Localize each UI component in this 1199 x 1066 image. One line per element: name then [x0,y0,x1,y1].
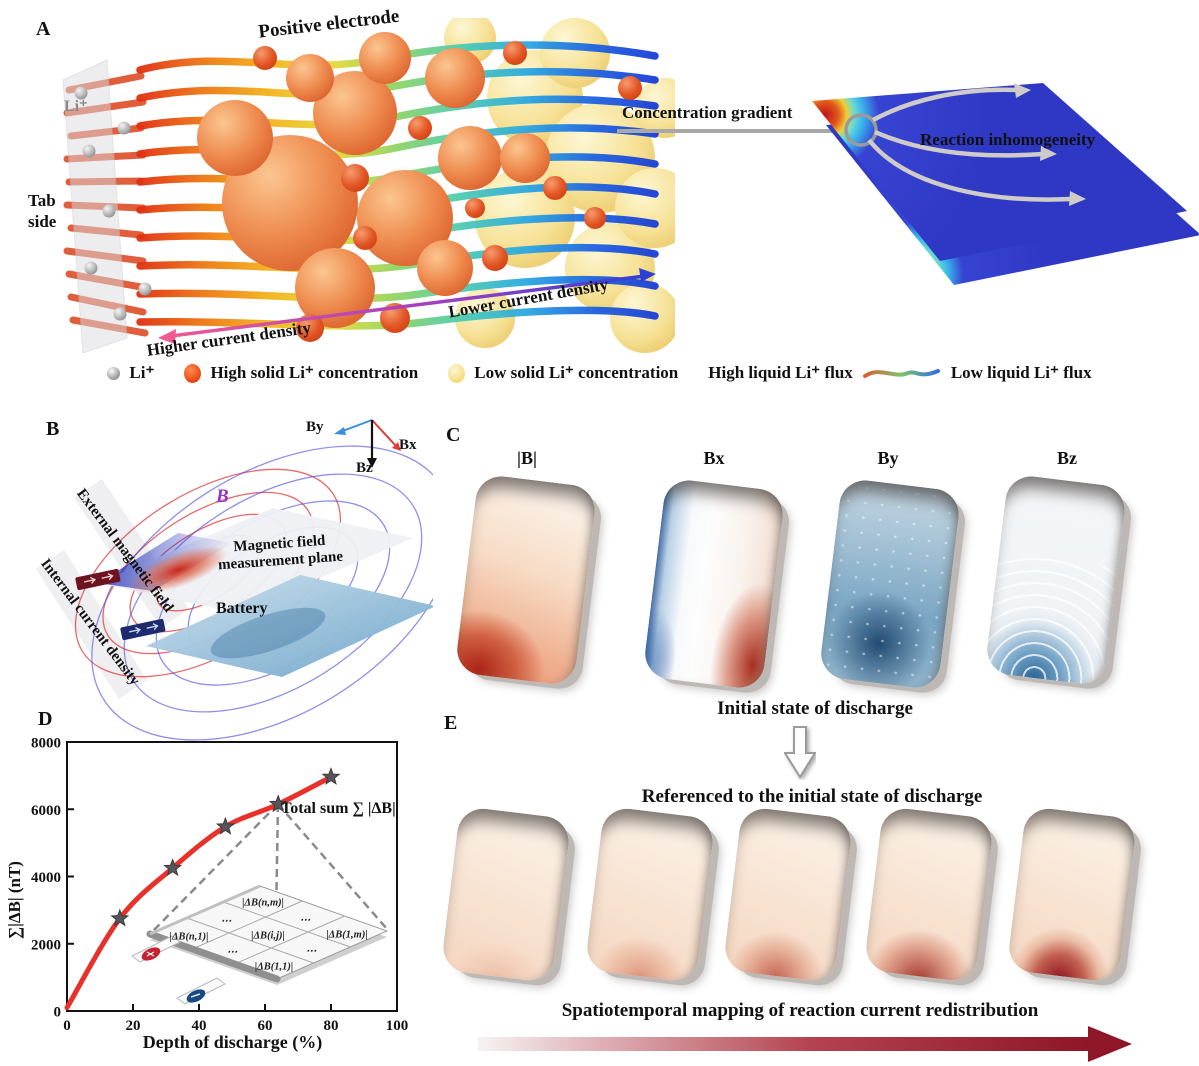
svg-text:80: 80 [324,1018,339,1034]
svg-text:40: 40 [192,1018,207,1034]
inset-battery-grid [131,884,389,1005]
legend-li-label: Li⁺ [129,363,155,382]
red-tab [75,568,121,591]
cell-n1: |ΔB(n,1)| [169,931,209,943]
svg-text:60: 60 [258,1018,273,1034]
legend-low-flux-label: Low liquid Li⁺ flux [950,363,1092,382]
field-map-babs [454,473,598,687]
field-map-bz [984,473,1128,687]
cell-dots-1: ⋯ [220,916,232,927]
svg-text:8000: 8000 [31,736,61,752]
map-title-babs: |B| [517,448,537,468]
svg-text:0: 0 [63,1018,71,1034]
external-field-label: External magnetic field [73,486,177,616]
cell-ij: |ΔB(i,j)| [251,930,285,942]
cell-nm: |ΔB(n,m)| [242,897,284,909]
tab-side-label: Tab side [28,191,57,232]
time-arrow-shaft [478,1037,1090,1051]
total-sum-annotation: Total sum ∑ |ΔB| [281,800,396,817]
plot-box [66,741,398,1012]
blue-field-lines [91,445,433,741]
plane-front [812,83,1187,261]
flux-squiggle-icon [862,369,940,378]
map-title-bz: Bz [1057,448,1077,468]
map-title-bx: Bx [703,448,725,468]
legend-low-solid-label: Low solid Li⁺ concentration [474,363,679,382]
blue-tab [120,618,166,641]
legend-item-flux: High liquid Li⁺ flux Low liquid Li⁺ flux [708,362,1091,384]
li-ion-label: Li⁺ [64,98,88,115]
li-sphere-icon [107,366,121,380]
current-density-arrow [158,268,656,344]
legend-high-solid-label: High solid Li⁺ concentration [210,363,419,382]
legend-item-low-solid: Low solid Li⁺ concentration [448,363,678,383]
red-field-lines [74,468,342,678]
cell-dots-2: ⋯ [299,915,311,926]
panel-c-caption: Initial state of discharge [717,698,913,719]
reaction-planes-graphic [812,83,1199,285]
delta-map-2 [584,805,716,984]
concentration-gradient-line [617,129,867,133]
internal-current-label: Internal current density [37,556,143,689]
cell-11: |ΔB(1,1)| [254,961,294,973]
reaction-inhomogeneity-label: Reaction inhomogeneity [920,130,1096,149]
svg-text:6000: 6000 [31,803,61,819]
concentration-gradient-label: Concentration gradient [622,103,793,122]
panel-d-label: D [38,708,53,730]
low-solid-icon [448,363,466,383]
time-arrow-head [1088,1026,1132,1062]
field-map-bx [642,477,786,691]
down-arrow-icon [784,726,816,779]
cell-1m: |ΔB(1,m)| [326,929,368,941]
panel-e-heading: Referenced to the initial state of disch… [641,786,983,807]
delta-map-5 [1006,805,1138,984]
panel-e-caption: Spatiotemporal mapping of reaction curre… [561,1000,1039,1021]
battery-plane [146,575,433,677]
x-axis-label: Depth of discharge (%) [142,1032,323,1052]
field-map-by [818,477,962,691]
svg-text:100: 100 [386,1018,409,1034]
svg-text:2000: 2000 [31,937,61,953]
legend-high-flux-label: High liquid Li⁺ flux [708,363,853,382]
high-concentration-particles [197,32,642,342]
tab-plate [62,59,128,353]
y-axis-label: ∑|ΔB| (nT) [5,861,24,939]
reaction-flow-arrowheads [1014,83,1086,206]
electrode-3d-graphic [62,18,675,353]
axis-by-label: By [306,419,324,435]
delta-map-3 [722,805,854,984]
panel-e-label: E [444,712,458,734]
battery-label: Battery [216,600,268,617]
panel-b-label: B [46,418,60,440]
map-title-by: By [877,448,899,468]
axis-bz-label: Bz [356,460,373,476]
cell-dots-4: ⋯ [305,946,317,957]
legend-item-li: Li⁺ [107,363,154,383]
svg-text:0: 0 [54,1005,62,1021]
svg-text:20: 20 [126,1018,141,1034]
svg-text:4000: 4000 [31,870,61,886]
li-ion-spheres [74,86,152,321]
legend-item-high-solid: High solid Li⁺ concentration [184,363,418,383]
panel-a-label: A [36,18,51,40]
delta-map-1 [440,805,572,984]
reaction-flow-arrows [867,87,1072,202]
b-vector-label: B⃗ [216,486,244,507]
legend: Li⁺ High solid Li⁺ concentration Low sol… [0,362,1199,384]
measurement-plane-label: Magnetic field measurement plane [217,532,344,574]
high-solid-icon [184,363,202,383]
discharge-chart: 0 20 40 60 80 100 0 2000 4000 6000 8000 [31,736,409,1035]
axis-bx-label: Bx [399,437,417,453]
panel-c-label: C [446,424,461,446]
cell-dots-3: ⋯ [226,947,238,958]
delta-map-4 [863,805,995,984]
